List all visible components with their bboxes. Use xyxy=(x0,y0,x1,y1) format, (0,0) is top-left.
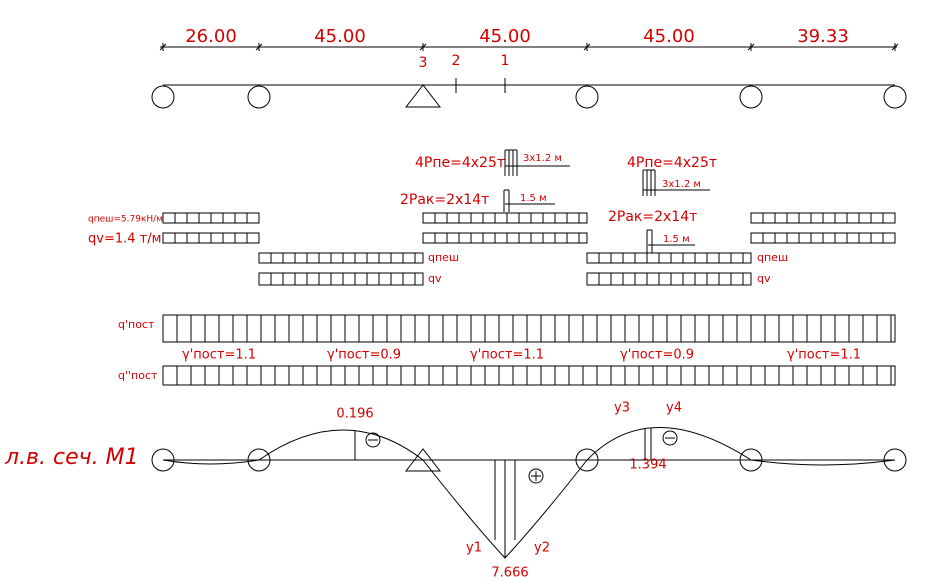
roller-support xyxy=(739,85,763,109)
point-label: y2 xyxy=(534,541,550,556)
span: 26.00 xyxy=(185,26,237,47)
point-label: y3 xyxy=(614,401,630,416)
roller-support xyxy=(247,85,271,109)
span: 45.00 xyxy=(479,26,531,47)
load-spacing: 3x1.2 м xyxy=(523,153,562,164)
factor: γ'пост=0.9 xyxy=(620,348,694,363)
factor: γ'пост=1.1 xyxy=(787,348,861,363)
influence-title: л.в. сеч. M1 xyxy=(4,445,139,470)
strip-label: qv xyxy=(757,272,771,285)
load-strip xyxy=(586,272,752,286)
span: 45.00 xyxy=(643,26,695,47)
load-strip xyxy=(162,314,896,343)
sign-plus xyxy=(528,468,544,484)
strip-label: qv xyxy=(428,272,442,285)
span: 45.00 xyxy=(314,26,366,47)
roller-support xyxy=(883,85,907,109)
section-label: 3 xyxy=(419,55,428,71)
roller-support xyxy=(575,85,599,109)
roller-support xyxy=(151,85,175,109)
factor: γ'пост=0.9 xyxy=(327,348,401,363)
load-spacing: 3x1.2 м xyxy=(662,179,701,190)
load-strip xyxy=(162,365,896,386)
point-label: y1 xyxy=(466,541,482,556)
fixed-support xyxy=(404,84,442,108)
load-label: 4Pпе=4x25т xyxy=(415,155,505,171)
load-strip xyxy=(258,272,424,286)
factor: γ'пост=1.1 xyxy=(470,348,544,363)
load-strip xyxy=(586,252,752,264)
strip-label: qпеш xyxy=(428,251,459,264)
factor: γ'пост=1.1 xyxy=(182,348,256,363)
strip-label: qv=1.4 т/м xyxy=(88,232,161,247)
span: 39.33 xyxy=(797,26,849,47)
roller-support xyxy=(247,448,271,472)
strip-label: qпеш=5.79кН/м xyxy=(88,215,163,225)
strip-label: qпеш xyxy=(757,251,788,264)
sign-minus xyxy=(662,430,678,446)
load-spacing: 1.5 м xyxy=(520,193,547,204)
roller-support xyxy=(575,448,599,472)
point-label: y4 xyxy=(666,401,682,416)
section-label: 2 xyxy=(452,53,461,69)
fixed-support xyxy=(404,448,442,472)
influence-curve xyxy=(162,427,896,559)
load-label: 2Pак=2x14т xyxy=(608,209,697,225)
load-label: 2Pак=2x14т xyxy=(400,192,489,208)
roller-support xyxy=(883,448,907,472)
load-label: 4Pпе=4x25т xyxy=(627,155,717,171)
load-strip xyxy=(422,232,588,244)
ordinate-value: 1.394 xyxy=(629,458,666,473)
roller-support xyxy=(151,448,175,472)
strip-label: q'пост xyxy=(118,318,155,331)
roller-support xyxy=(739,448,763,472)
load-strip xyxy=(422,212,588,224)
ordinate-value: 0.196 xyxy=(336,407,373,422)
load-spacing: 1.5 м xyxy=(663,234,690,245)
sign-minus xyxy=(365,432,381,448)
load-strip xyxy=(258,252,424,264)
ordinate-value: 7.666 xyxy=(491,566,528,580)
section-label: 1 xyxy=(501,53,510,69)
strip-label: q''пост xyxy=(118,369,158,382)
